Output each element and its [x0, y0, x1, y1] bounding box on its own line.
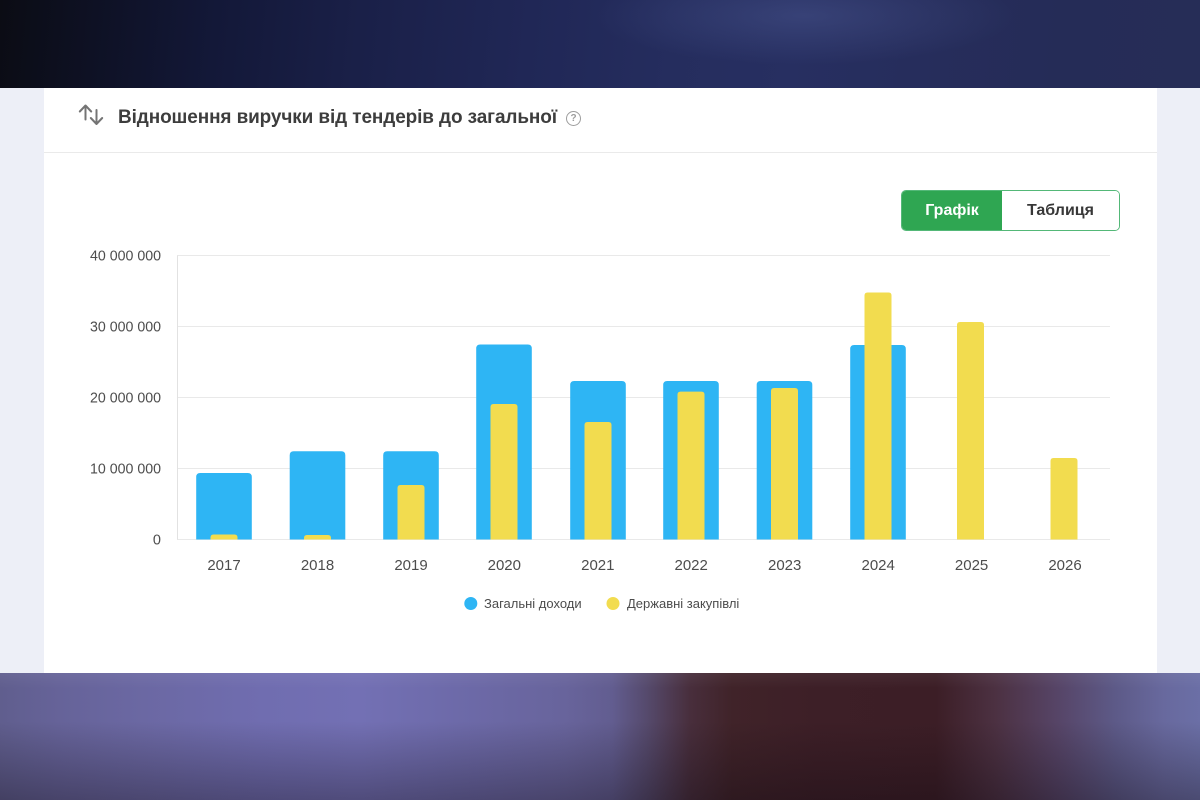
svg-text:2025: 2025 — [955, 557, 988, 574]
svg-text:2017: 2017 — [207, 557, 240, 574]
svg-text:10 000 000: 10 000 000 — [90, 462, 161, 478]
svg-text:2022: 2022 — [675, 557, 708, 574]
svg-text:Державні закупівлі: Державні закупівлі — [627, 596, 739, 611]
svg-text:2026: 2026 — [1048, 557, 1081, 574]
svg-text:2021: 2021 — [581, 557, 614, 574]
svg-text:2024: 2024 — [862, 557, 895, 574]
svg-text:Загальні доходи: Загальні доходи — [484, 596, 582, 611]
svg-text:2020: 2020 — [488, 557, 521, 574]
svg-text:2019: 2019 — [394, 557, 427, 574]
svg-text:20 000 000: 20 000 000 — [90, 391, 161, 407]
svg-text:2018: 2018 — [301, 557, 334, 574]
svg-text:40 000 000: 40 000 000 — [90, 249, 161, 265]
svg-text:0: 0 — [153, 533, 161, 549]
svg-text:30 000 000: 30 000 000 — [90, 320, 161, 336]
svg-text:Відношення виручки від тендері: Відношення виручки від тендерів до загал… — [118, 107, 558, 128]
svg-text:2023: 2023 — [768, 557, 801, 574]
